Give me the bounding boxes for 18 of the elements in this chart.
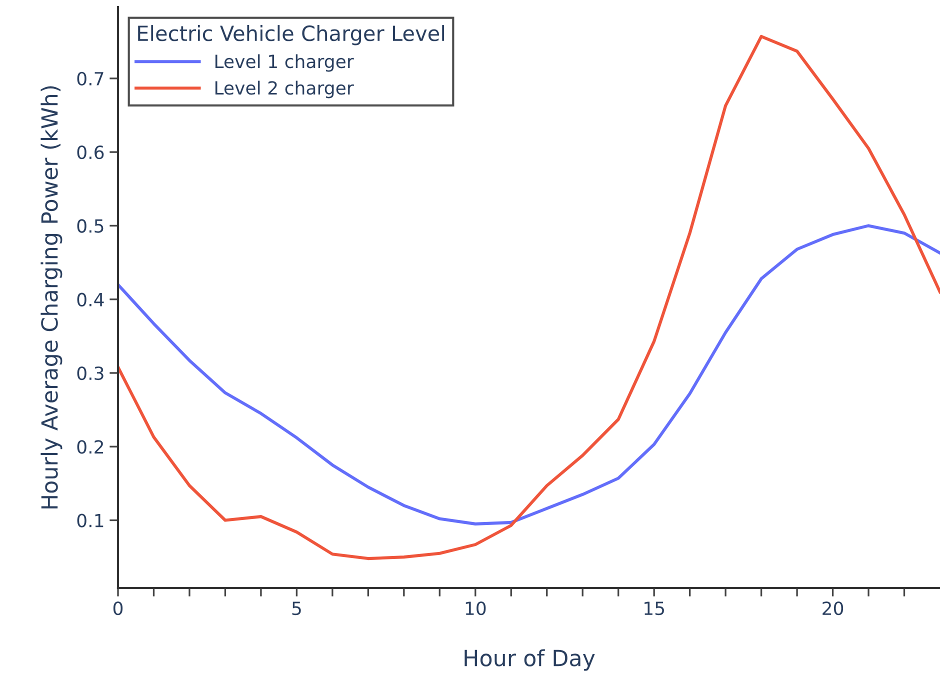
- y-tick-label: 0.6: [77, 146, 104, 160]
- y-tick-label: 0.5: [77, 219, 104, 233]
- y-tick-label: 0.3: [77, 366, 104, 380]
- y-tick-label: 0.7: [77, 72, 104, 86]
- legend-label: Level 2 charger: [215, 80, 354, 98]
- y-tick-label: 0.1: [77, 514, 104, 528]
- x-tick-label: 20: [822, 602, 844, 616]
- x-tick-label: 5: [292, 602, 301, 616]
- legend-title: Electric Vehicle Charger Level: [138, 25, 444, 46]
- x-tick-label: 15: [644, 602, 664, 616]
- y-tick-label: 0.2: [77, 440, 103, 454]
- legend-label: Level 1 charger: [215, 54, 354, 72]
- y-tick-label: 0.4: [77, 292, 104, 306]
- x-tick-label: 10: [466, 602, 486, 616]
- y-axis-title: Hourly Average Charging Power (kWh): [40, 86, 62, 508]
- x-tick-label: 0: [113, 602, 123, 616]
- x-axis-title: Hour of Day: [464, 649, 595, 671]
- line-series: [118, 224, 940, 526]
